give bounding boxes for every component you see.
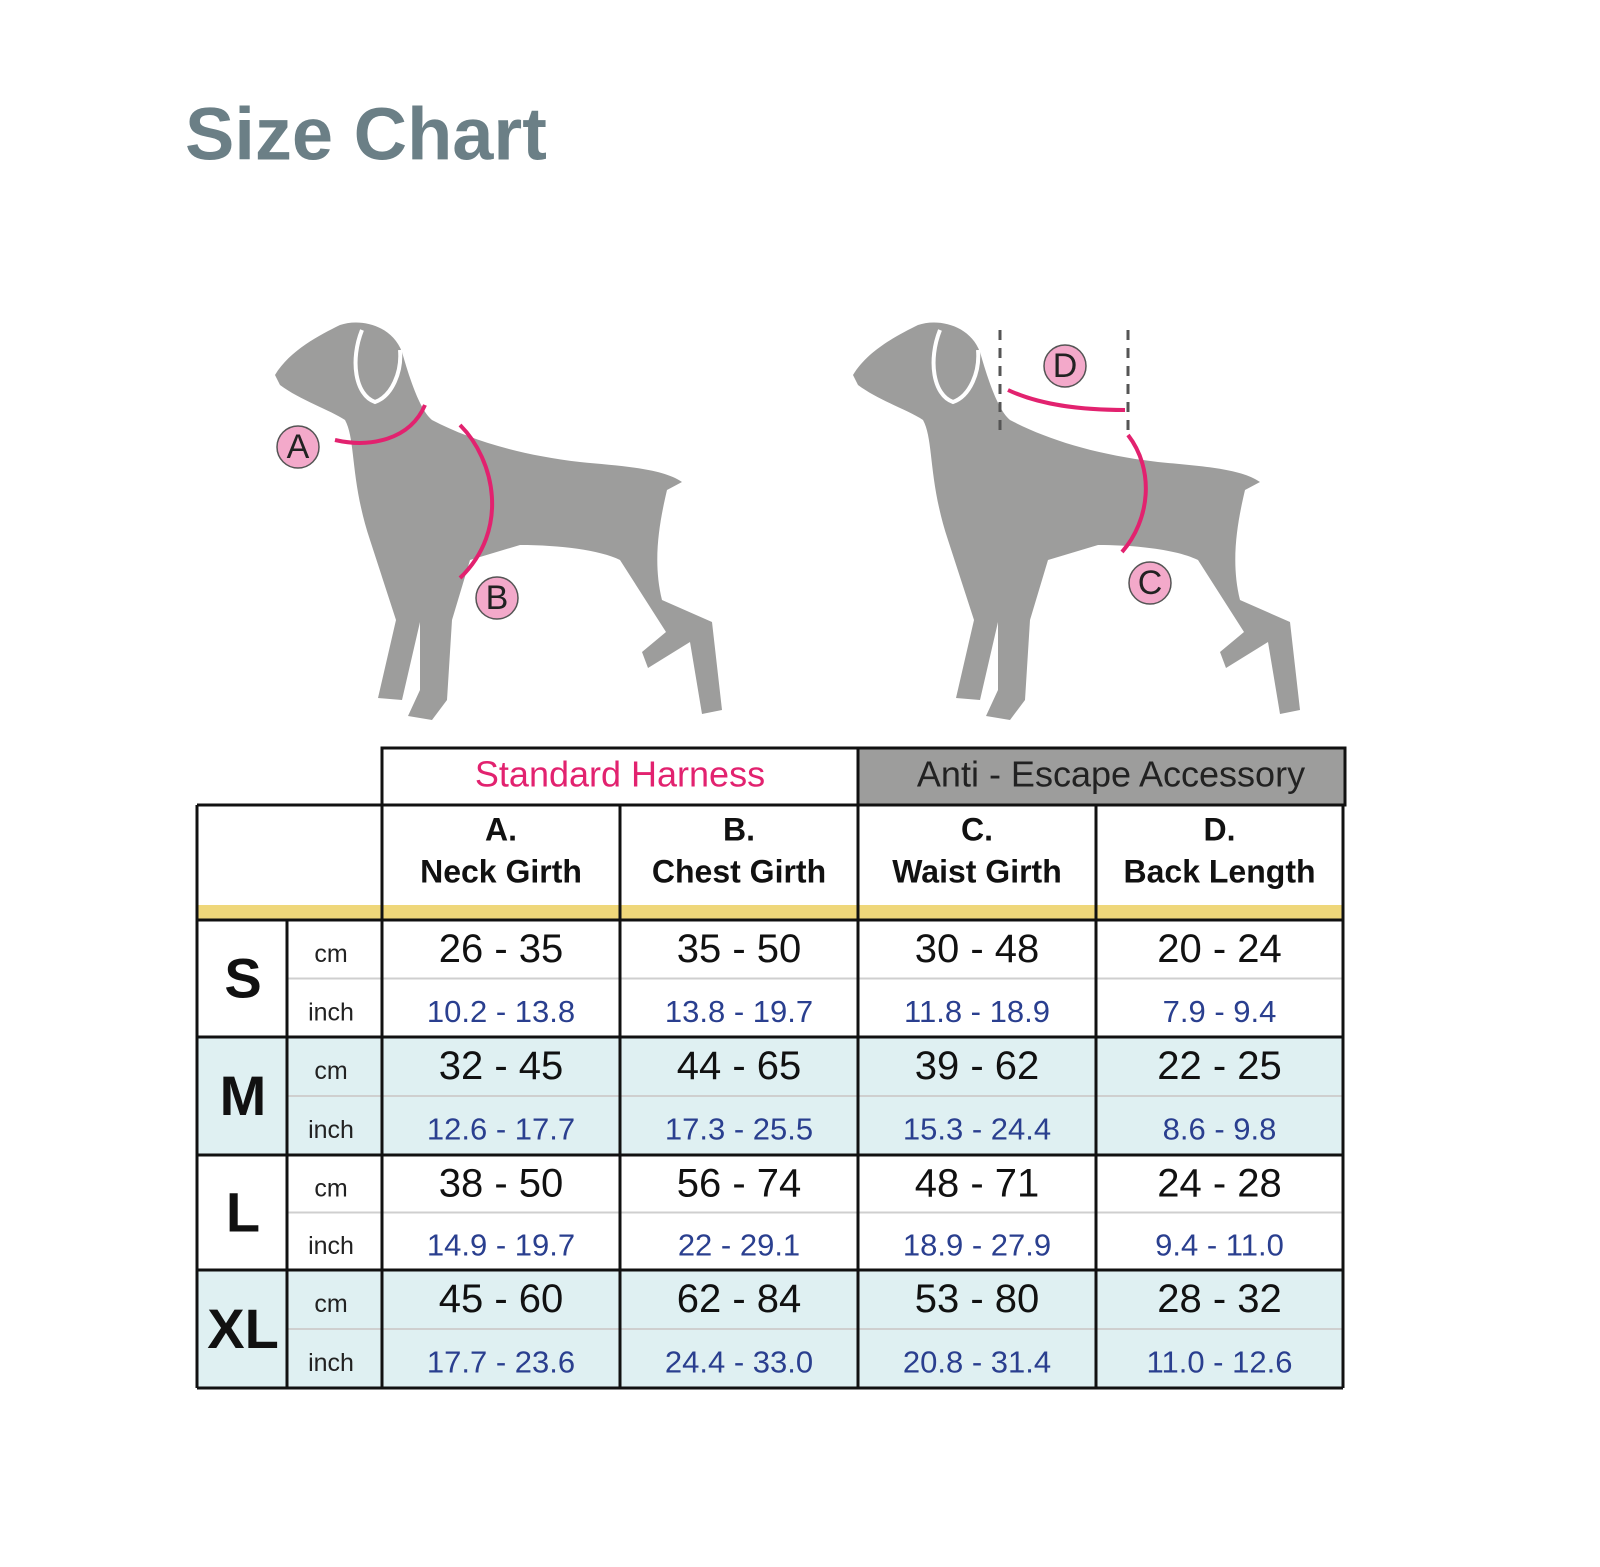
column-letter: A.: [485, 811, 517, 847]
inch-value: 13.8 - 19.7: [665, 994, 813, 1029]
cm-value: 39 - 62: [915, 1044, 1040, 1088]
unit-label: inch: [308, 998, 354, 1026]
title: Size Chart: [185, 93, 547, 176]
header-band: [197, 905, 1343, 920]
cm-value: 44 - 65: [677, 1044, 802, 1088]
group-title: Anti - Escape Accessory: [917, 754, 1305, 795]
cm-value: 35 - 50: [677, 927, 802, 971]
inch-value: 20.8 - 31.4: [903, 1345, 1051, 1380]
inch-value: 22 - 29.1: [678, 1227, 800, 1262]
label-c: C: [1138, 564, 1163, 602]
column-letter: C.: [961, 811, 993, 847]
cm-value: 32 - 45: [439, 1044, 564, 1088]
cm-value: 48 - 71: [915, 1161, 1040, 1205]
size-label: M: [220, 1064, 267, 1127]
inch-value: 7.9 - 9.4: [1163, 994, 1277, 1029]
inch-value: 11.8 - 18.9: [904, 994, 1050, 1029]
cm-value: 22 - 25: [1157, 1044, 1282, 1088]
cm-value: 45 - 60: [439, 1277, 564, 1321]
cm-value: 30 - 48: [915, 927, 1040, 971]
cm-value: 26 - 35: [439, 927, 564, 971]
column-letter: D.: [1204, 811, 1236, 847]
column-name: Waist Girth: [892, 853, 1061, 889]
cm-value: 24 - 28: [1157, 1161, 1282, 1205]
column-name: Back Length: [1123, 853, 1315, 889]
cm-value: 38 - 50: [439, 1161, 564, 1205]
size-table: Standard Harness Anti - Escape Accessory A…: [195, 746, 1347, 1390]
inch-value: 15.3 - 24.4: [903, 1112, 1051, 1147]
cm-value: 56 - 74: [677, 1161, 802, 1205]
column-name: Neck Girth: [420, 853, 582, 889]
unit-label: cm: [314, 1174, 347, 1202]
dog-left: A B: [275, 322, 722, 720]
size-label: XL: [207, 1297, 279, 1360]
cm-value: 28 - 32: [1157, 1277, 1282, 1321]
size-label: S: [224, 946, 261, 1009]
inch-value: 12.6 - 17.7: [427, 1112, 575, 1147]
unit-label: cm: [314, 1057, 347, 1085]
group-cell: [380, 746, 860, 807]
inch-value: 18.9 - 27.9: [903, 1227, 1051, 1262]
inch-value: 24.4 - 33.0: [665, 1345, 813, 1380]
column-letter: B.: [723, 811, 755, 847]
cm-value: 53 - 80: [915, 1277, 1040, 1321]
inch-value: 8.6 - 9.8: [1163, 1112, 1277, 1147]
group-title: Standard Harness: [475, 754, 765, 795]
inch-value: 17.3 - 25.5: [665, 1112, 813, 1147]
inch-value: 10.2 - 13.8: [427, 994, 575, 1029]
cm-value: 20 - 24: [1157, 927, 1282, 971]
column-name: Chest Girth: [652, 853, 826, 889]
cm-value: 62 - 84: [677, 1277, 802, 1321]
group-cell: [856, 746, 1347, 807]
label-b: B: [486, 579, 509, 617]
unit-label: inch: [308, 1349, 354, 1377]
inch-value: 9.4 - 11.0: [1155, 1227, 1284, 1262]
size-label: L: [226, 1180, 260, 1243]
unit-label: inch: [308, 1116, 354, 1144]
label-a: A: [287, 428, 310, 466]
unit-label: cm: [314, 1290, 347, 1318]
unit-label: inch: [308, 1232, 354, 1260]
dog-right: D C: [853, 322, 1300, 720]
inch-value: 11.0 - 12.6: [1147, 1345, 1293, 1380]
label-d: D: [1053, 347, 1078, 385]
unit-label: cm: [314, 940, 347, 968]
inch-value: 14.9 - 19.7: [427, 1227, 575, 1262]
inch-value: 17.7 - 23.6: [427, 1345, 575, 1380]
